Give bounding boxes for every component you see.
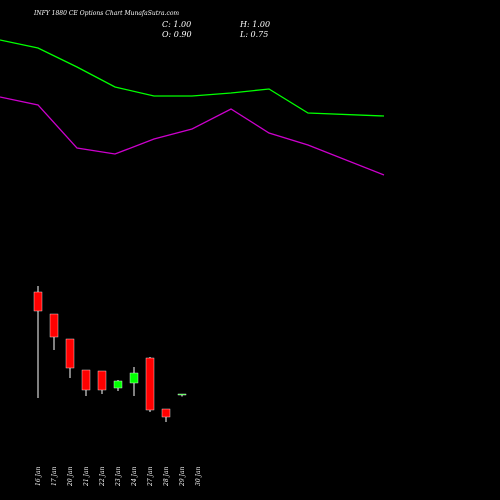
candle-body [177,393,187,396]
low-value: L: 0.75 [240,30,269,39]
candle-body [65,338,75,369]
x-tick-label: 27 Jan [147,466,154,487]
candle-body [161,408,171,418]
candle-body [49,313,59,338]
candle-body [113,380,123,389]
candle-body [81,369,91,391]
x-tick-label: 29 Jan [179,466,186,487]
lower-band-line [0,96,385,176]
candle-body [129,372,139,384]
x-tick-label: 30 Jan [195,466,202,486]
upper-band-line [0,39,385,117]
chart-title: INFY 1880 CE Options Chart MunafaSutra.c… [34,10,180,17]
high-value: H: 1.00 [240,20,271,29]
x-tick-label: 22 Jan [99,466,106,487]
close-value: C: 1.00 [162,20,192,29]
x-tick-label: 16 Jan [35,466,42,486]
x-tick-label: 21 Jan [83,466,90,487]
open-value: O: 0.90 [162,30,192,39]
candle-body [145,357,155,411]
x-tick-label: 17 Jan [51,466,58,486]
x-tick-label: 20 Jan [67,466,74,487]
x-tick-label: 24 Jan [131,466,138,487]
candle-body [97,370,107,391]
candle-body [33,291,43,312]
x-tick-label: 28 Jan [163,466,170,487]
x-tick-label: 23 Jan [115,466,122,487]
